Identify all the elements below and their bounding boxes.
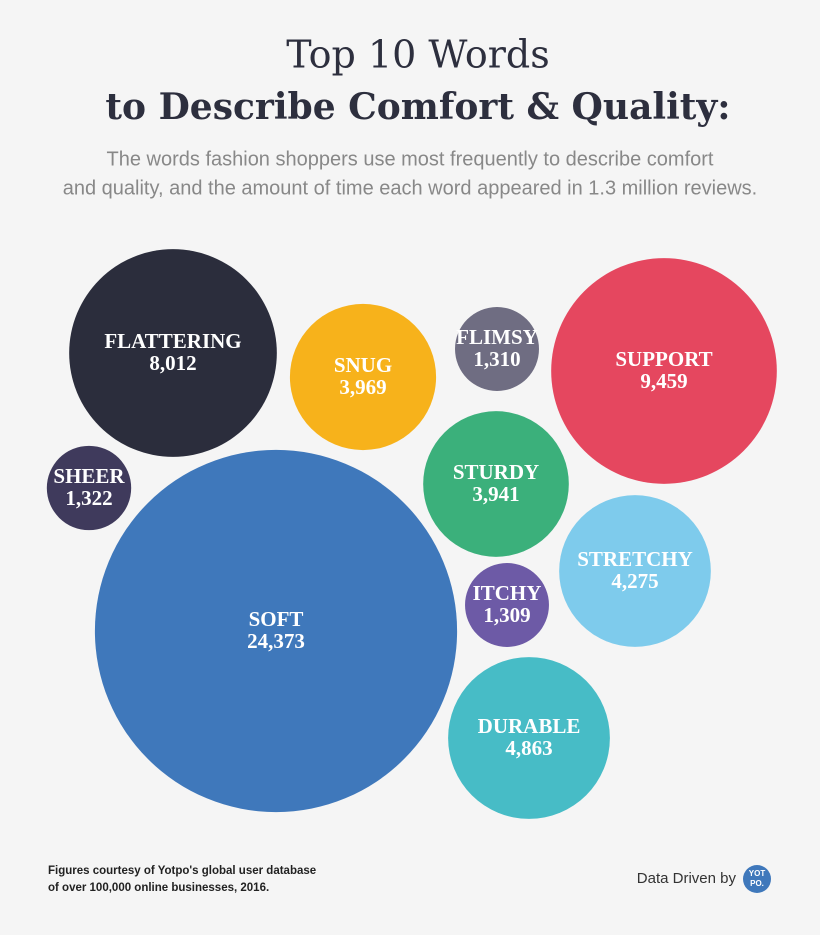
- description: The words fashion shoppers use most freq…: [107, 148, 714, 170]
- bubble: [455, 307, 539, 391]
- source: Figures courtesy of Yotpo's global user …: [48, 865, 316, 877]
- bubble-value: 3,941: [472, 482, 519, 506]
- bubble-label: ITCHY: [473, 581, 542, 605]
- logo-text: YOT: [749, 869, 766, 878]
- bubble: [289, 303, 437, 451]
- source: of over 100,000 online businesses, 2016.: [48, 882, 269, 894]
- bubble-label: SHEER: [53, 464, 125, 488]
- bubble: [69, 249, 277, 457]
- bubble-value: 1,309: [483, 603, 530, 627]
- bubble-value: 1,310: [473, 347, 520, 371]
- logo-text: PO.: [750, 879, 764, 888]
- bubble-label: SUPPORT: [615, 347, 712, 371]
- bubble-value: 1,322: [65, 486, 112, 510]
- bubble-label: DURABLE: [478, 714, 581, 738]
- bubble-value: 8,012: [149, 351, 196, 375]
- title: Top 10 Words: [286, 33, 549, 77]
- bubble-value: 9,459: [640, 369, 687, 393]
- bubble: [551, 258, 777, 484]
- bubble-label: FLATTERING: [104, 329, 241, 353]
- bubble-value: 4,863: [505, 736, 552, 760]
- bubble: [559, 495, 711, 647]
- bubble-label: FLIMSY: [456, 325, 538, 349]
- bubble-label: SOFT: [249, 607, 304, 631]
- bubble: [94, 449, 458, 813]
- bubble: [46, 445, 132, 531]
- bubble-value: 3,969: [339, 375, 386, 399]
- credit: Data Driven by: [637, 870, 737, 887]
- bubble: [448, 657, 610, 819]
- bubble-label: SNUG: [334, 353, 392, 377]
- bubble-label: STURDY: [453, 460, 539, 484]
- bubble-value: 24,373: [247, 629, 305, 653]
- bubble-label: STRETCHY: [577, 547, 693, 571]
- bubble: [465, 563, 549, 647]
- subtitle: to Describe Comfort & Quality:: [105, 86, 730, 128]
- bubble: [423, 411, 569, 557]
- logo-badge: [743, 865, 771, 893]
- description: and quality, and the amount of time each…: [63, 177, 757, 199]
- bubble-value: 4,275: [611, 569, 658, 593]
